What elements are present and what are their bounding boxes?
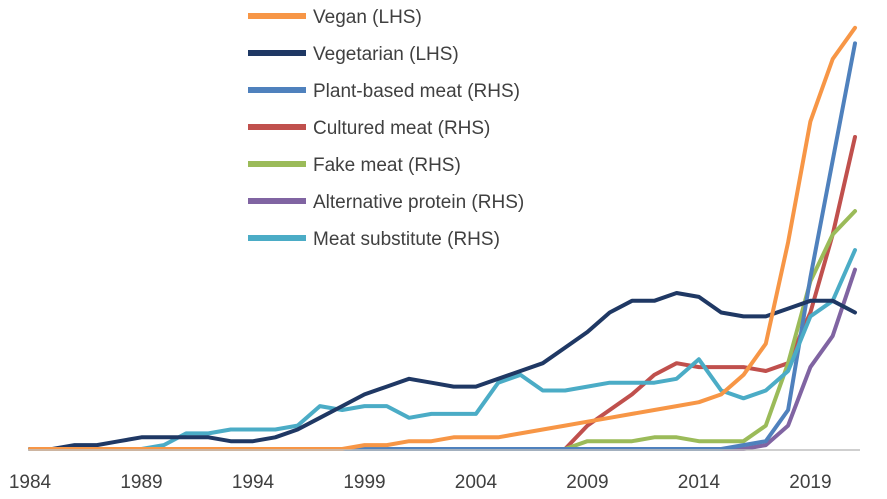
x-tick-label-3: 1999 <box>343 472 385 493</box>
legend-label-5: Alternative protein (RHS) <box>313 192 524 213</box>
x-tick-label-6: 2014 <box>678 472 721 493</box>
legend-label-4: Fake meat (RHS) <box>313 155 461 176</box>
legend-label-3: Cultured meat (RHS) <box>313 118 490 139</box>
series-line-1 <box>28 291 857 451</box>
x-tick-label-1: 1989 <box>120 472 162 493</box>
series-line-0 <box>28 25 857 451</box>
legend-label-6: Meat substitute (RHS) <box>313 229 500 250</box>
legend-label-2: Plant-based meat (RHS) <box>313 81 520 102</box>
legend-label-0: Vegan (LHS) <box>313 7 422 28</box>
series-line-3 <box>28 135 857 451</box>
series-line-5 <box>28 267 857 451</box>
x-tick-label-0: 1984 <box>9 472 52 493</box>
series-line-6 <box>28 248 857 451</box>
legend: Vegan (LHS) Vegetarian (LHS) Plant-based m… <box>248 7 524 250</box>
x-tick-label-2: 1994 <box>232 472 275 493</box>
x-tick-labels: 1984 1989 1994 1999 2004 2009 2014 2019 <box>9 472 832 493</box>
series-lines <box>28 25 857 451</box>
legend-label-1: Vegetarian (LHS) <box>313 44 459 65</box>
x-tick-label-4: 2004 <box>455 472 498 493</box>
x-tick-label-5: 2009 <box>566 472 608 493</box>
x-tick-label-7: 2019 <box>789 472 831 493</box>
